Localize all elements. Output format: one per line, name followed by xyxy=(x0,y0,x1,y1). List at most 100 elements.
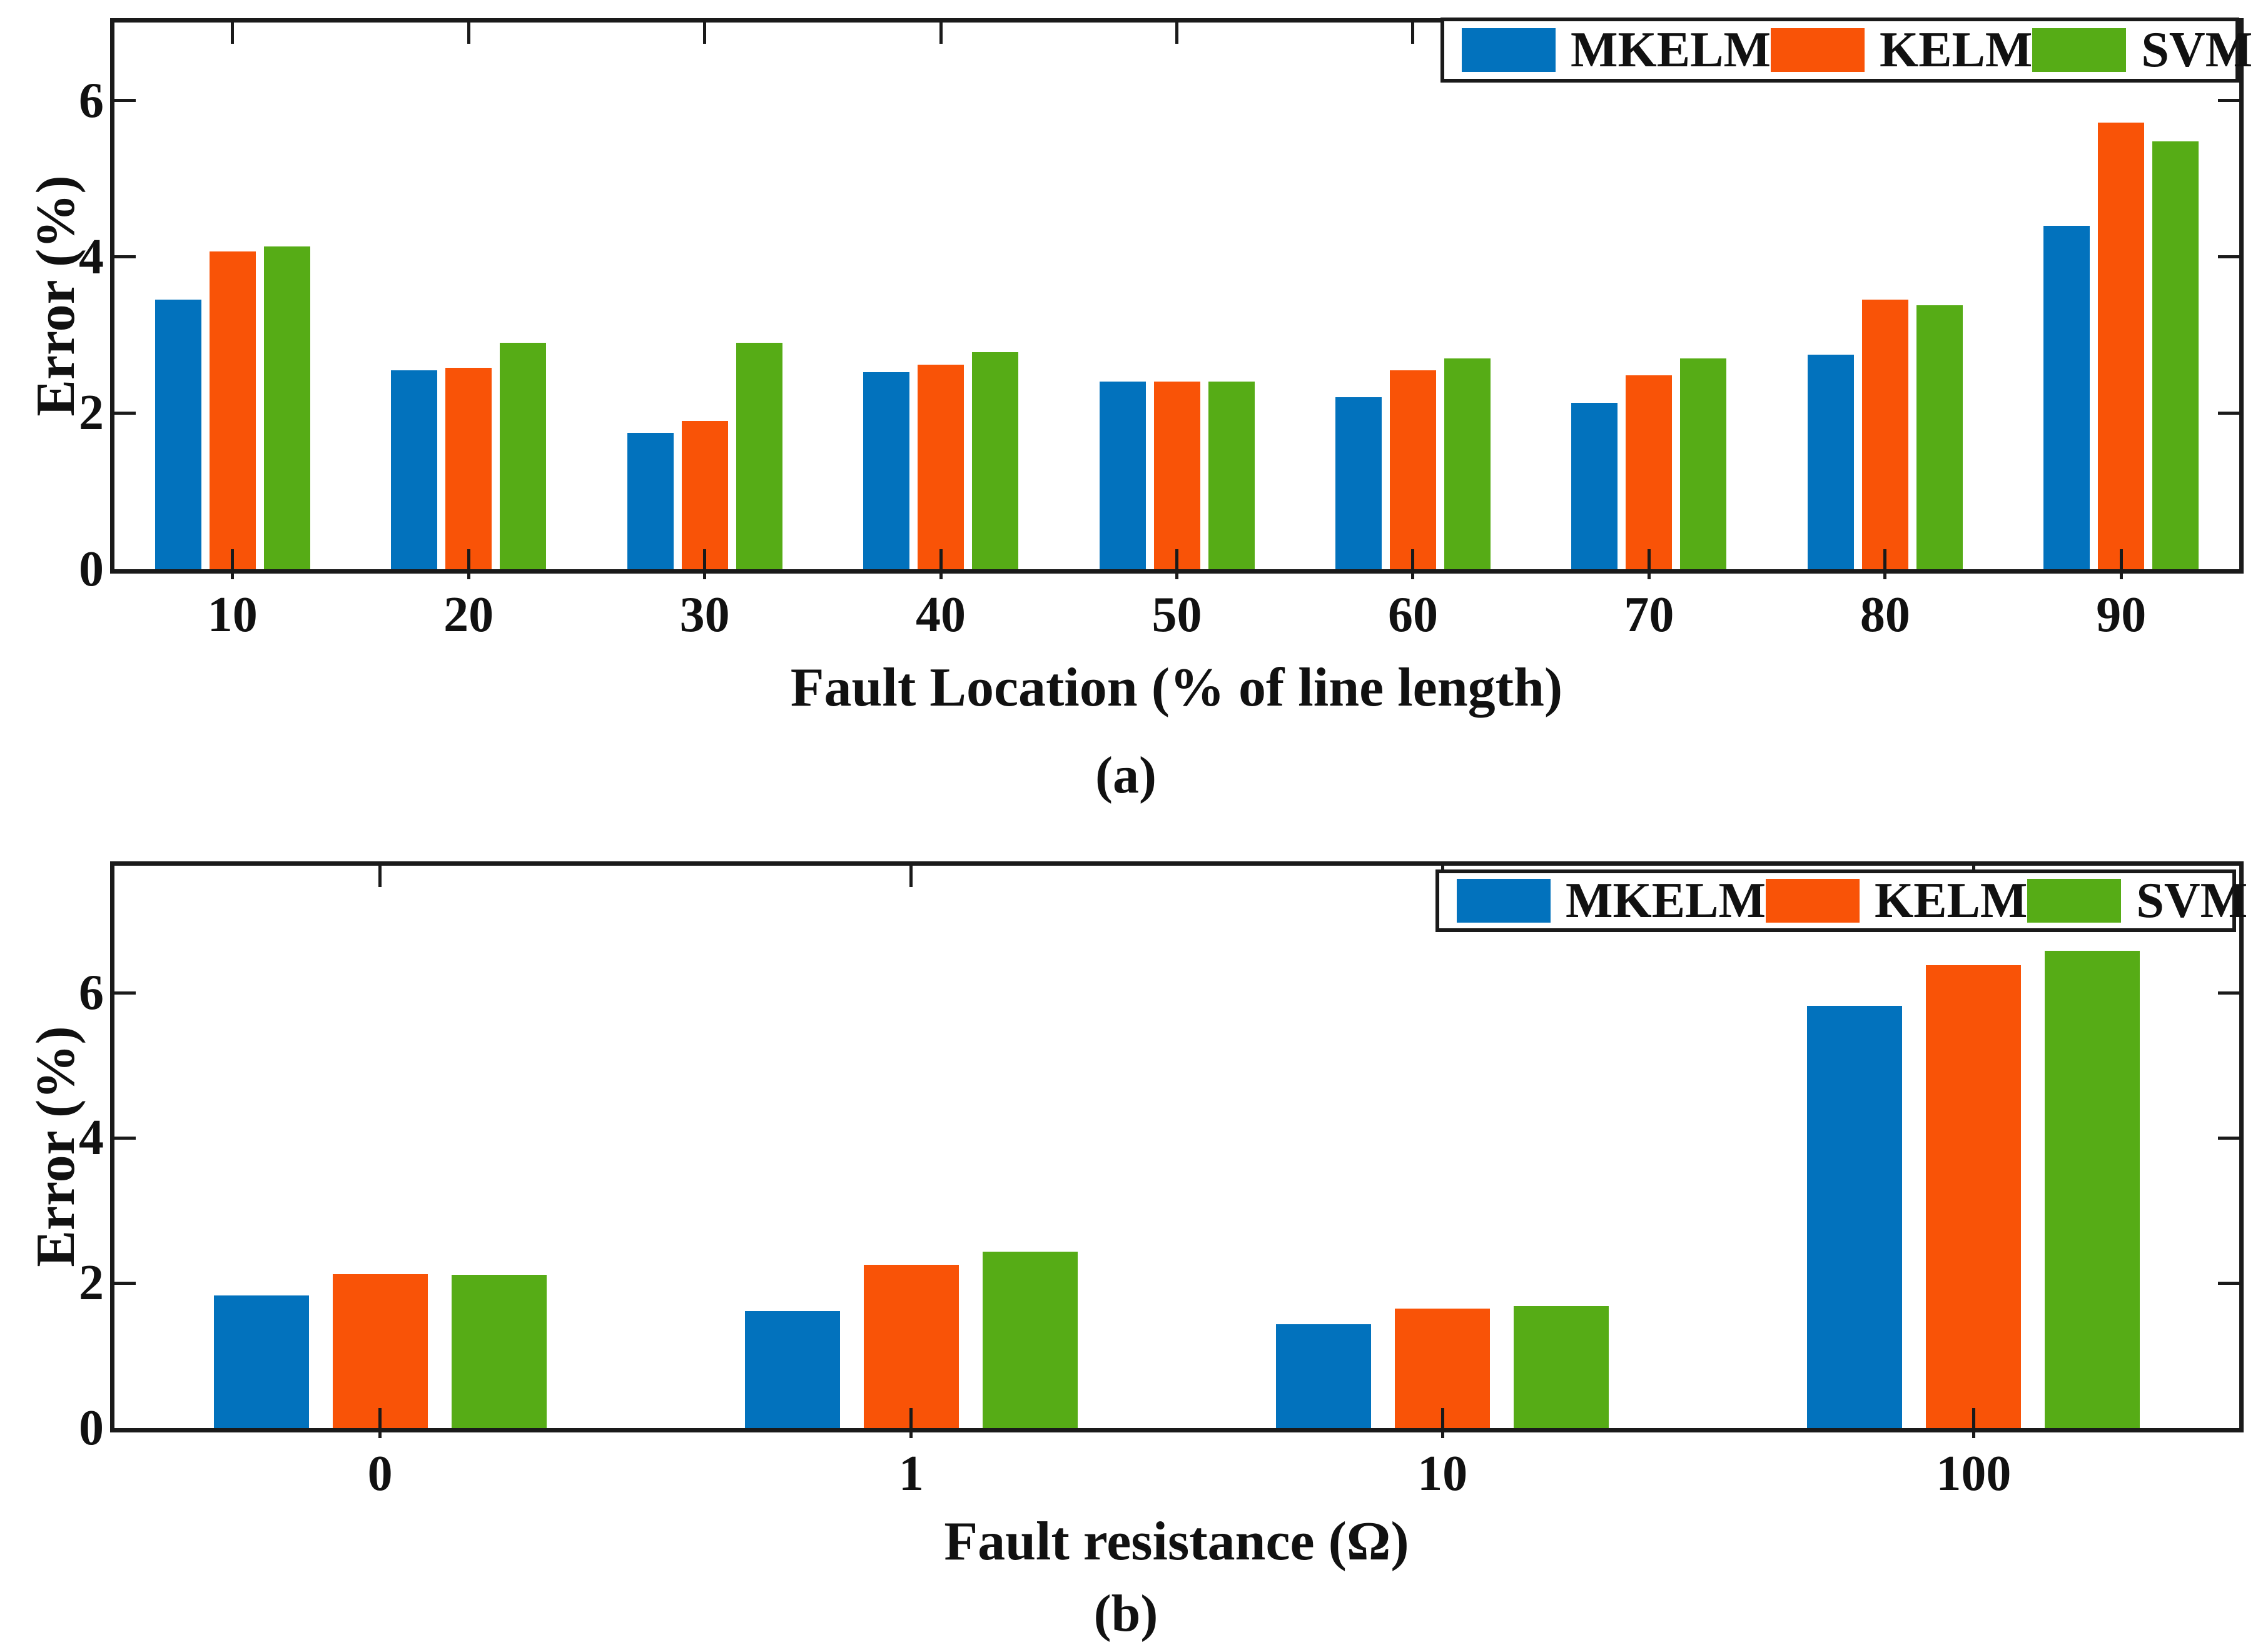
legend-label-mkelm: MKELM xyxy=(1566,873,1766,928)
x-tick-label: 90 xyxy=(2096,587,2147,642)
bar-mkelm-50 xyxy=(1099,382,1146,569)
x-tick-label: 10 xyxy=(207,587,258,642)
y-tick-left xyxy=(114,1136,136,1140)
x-tick-label: 1 xyxy=(898,1446,924,1501)
legend-item-svm: SVM xyxy=(2032,25,2252,75)
bar-mkelm-30 xyxy=(627,432,674,569)
legend-item-mkelm: MKELM xyxy=(1462,25,1771,75)
bar-mkelm-0 xyxy=(213,1295,309,1428)
legend-item-kelm: KELM xyxy=(1770,25,2032,75)
x-tick-bottom xyxy=(1883,549,1887,579)
legend-a: MKELM KELM SVM xyxy=(1440,18,2252,83)
x-tick-bottom xyxy=(2119,549,2123,579)
y-tick-right xyxy=(2218,1281,2239,1285)
bar-kelm-70 xyxy=(1626,375,1673,569)
x-tick-bottom xyxy=(231,549,235,579)
x-tick-bottom xyxy=(939,549,943,579)
x-tick-top xyxy=(231,23,235,44)
bar-mkelm-90 xyxy=(2043,225,2090,569)
x-tick-top xyxy=(909,866,913,887)
caption-b: (b) xyxy=(1093,1584,1158,1643)
x-tick-label: 40 xyxy=(916,587,966,642)
bar-mkelm-70 xyxy=(1571,403,1618,569)
bar-mkelm-10 xyxy=(1276,1324,1372,1428)
y-axis-label-a: Error (%) xyxy=(26,175,86,417)
bar-kelm-50 xyxy=(1153,382,1200,569)
x-tick-label: 70 xyxy=(1624,587,1674,642)
bar-kelm-10 xyxy=(209,251,256,569)
y-tick-left xyxy=(114,411,136,415)
plot-area-b xyxy=(110,861,2244,1432)
y-tick-right xyxy=(2218,991,2239,995)
x-tick-top xyxy=(378,866,382,887)
bar-svm-60 xyxy=(1444,358,1491,569)
x-tick-top xyxy=(1411,23,1415,44)
bar-svm-30 xyxy=(736,342,782,569)
bar-mkelm-10 xyxy=(154,300,201,569)
legend-label-mkelm: MKELM xyxy=(1571,23,1771,78)
x-tick-label: 60 xyxy=(1387,587,1438,642)
x-tick-bottom xyxy=(1175,549,1178,579)
bar-svm-90 xyxy=(2152,141,2199,569)
x-tick-top xyxy=(467,23,470,44)
x-tick-label: 20 xyxy=(443,587,494,642)
x-tick-bottom xyxy=(1647,549,1651,579)
legend-swatch-mkelm xyxy=(1457,879,1551,923)
y-tick-label: 4 xyxy=(79,1110,104,1165)
bar-kelm-90 xyxy=(2098,122,2145,569)
y-tick-right xyxy=(2218,99,2239,103)
y-tick-label: 4 xyxy=(79,229,104,285)
legend-label-svm: SVM xyxy=(2141,23,2253,78)
bar-svm-10 xyxy=(1514,1306,1609,1428)
legend-item-kelm: KELM xyxy=(1765,876,2027,926)
bar-kelm-20 xyxy=(445,367,492,569)
legend-swatch-kelm xyxy=(1765,879,1860,923)
bar-mkelm-1 xyxy=(744,1311,840,1428)
x-tick-bottom xyxy=(1440,1408,1444,1438)
bar-kelm-40 xyxy=(918,364,964,569)
x-tick-top xyxy=(703,23,707,44)
legend-label-svm: SVM xyxy=(2136,873,2248,928)
x-tick-label: 80 xyxy=(1860,587,1910,642)
bar-svm-80 xyxy=(1916,305,1963,569)
legend-swatch-svm xyxy=(2027,879,2122,923)
bar-svm-0 xyxy=(451,1275,547,1428)
bar-svm-40 xyxy=(972,352,1019,569)
bar-kelm-30 xyxy=(681,420,728,569)
bar-mkelm-40 xyxy=(863,372,910,569)
bar-mkelm-60 xyxy=(1335,397,1382,569)
x-axis-label-b: Fault resistance (Ω) xyxy=(944,1511,1409,1572)
bar-kelm-0 xyxy=(332,1274,428,1428)
x-axis-label-a: Fault Location (% of line length) xyxy=(790,657,1563,718)
x-tick-label: 100 xyxy=(1936,1446,2012,1501)
y-tick-label: 0 xyxy=(79,1401,104,1456)
bar-kelm-80 xyxy=(1861,300,1908,569)
bar-svm-100 xyxy=(2045,950,2140,1428)
bar-mkelm-80 xyxy=(1807,354,1854,569)
bar-svm-1 xyxy=(982,1252,1078,1428)
legend-swatch-mkelm xyxy=(1462,28,1556,72)
x-tick-label: 30 xyxy=(679,587,730,642)
x-tick-top xyxy=(939,23,943,44)
x-tick-bottom xyxy=(703,549,707,579)
legend-item-svm: SVM xyxy=(2027,876,2247,926)
x-tick-top xyxy=(1175,23,1178,44)
bar-mkelm-20 xyxy=(391,370,438,569)
y-tick-label: 0 xyxy=(79,542,104,597)
x-tick-bottom xyxy=(1972,1408,1975,1438)
bar-kelm-60 xyxy=(1389,370,1436,569)
x-tick-bottom xyxy=(909,1408,913,1438)
x-tick-bottom xyxy=(1411,549,1415,579)
bar-svm-50 xyxy=(1208,382,1255,569)
y-tick-left xyxy=(114,991,136,995)
legend-item-mkelm: MKELM xyxy=(1457,876,1766,926)
bar-svm-70 xyxy=(1680,358,1727,569)
legend-b: MKELM KELM SVM xyxy=(1435,869,2247,932)
y-tick-left xyxy=(114,1281,136,1285)
legend-swatch-kelm xyxy=(1770,28,1865,72)
y-tick-label: 2 xyxy=(79,385,104,441)
y-tick-right xyxy=(2218,1136,2239,1140)
legend-swatch-svm xyxy=(2032,28,2127,72)
x-tick-label: 50 xyxy=(1152,587,1202,642)
y-tick-right xyxy=(2218,255,2239,259)
